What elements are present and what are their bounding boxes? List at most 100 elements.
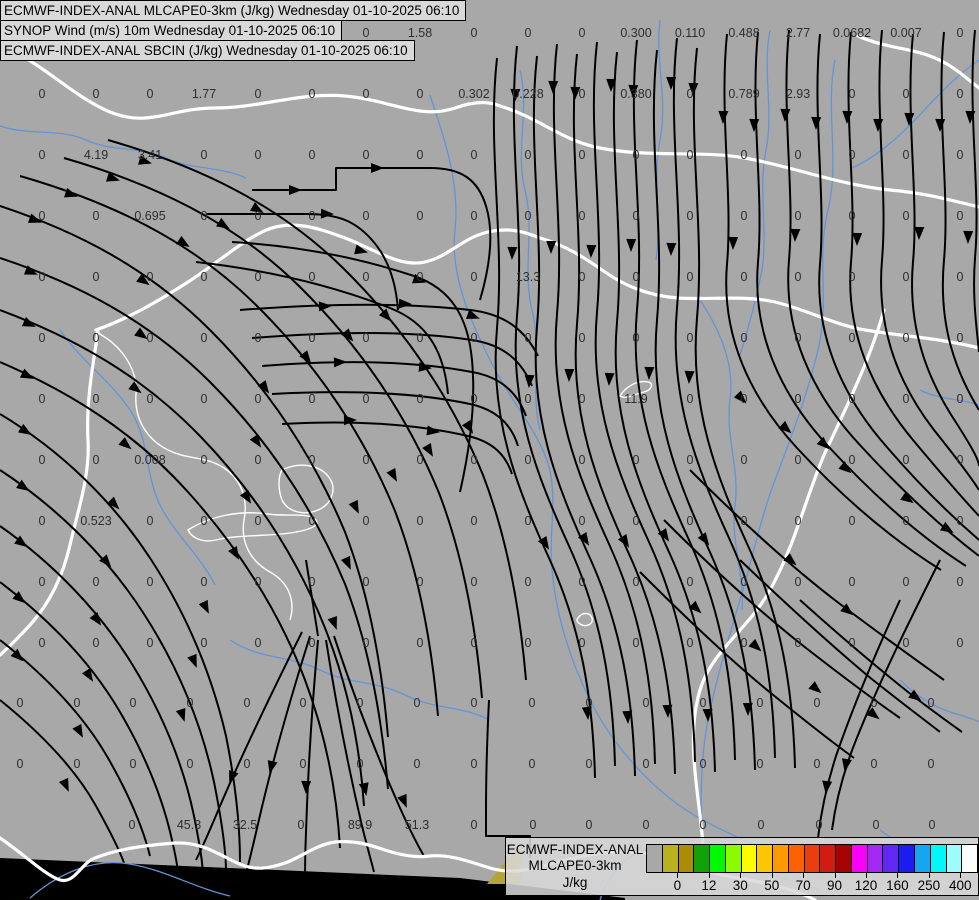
station-value: 0	[578, 514, 586, 528]
wind-arrowhead	[866, 707, 880, 720]
station-value: 0.488	[728, 26, 760, 40]
station-value: 0.008	[134, 453, 166, 467]
station-value: 0	[578, 453, 586, 467]
station-value: 51.3	[404, 818, 430, 832]
station-value: 13.3	[515, 270, 541, 284]
station-value: 0	[299, 757, 307, 771]
legend-tick-label: 12	[701, 878, 717, 893]
station-value: 0	[813, 696, 821, 710]
wind-streamlines-layer	[0, 29, 979, 879]
wind-arrowhead	[749, 118, 760, 132]
station-value: 0	[470, 514, 478, 528]
wind-arrowhead	[249, 434, 262, 448]
station-value: 0	[524, 26, 532, 40]
wind-arrowhead	[617, 534, 630, 548]
station-value: 0	[632, 575, 640, 589]
wind-arrowhead	[778, 420, 792, 434]
station-value: 0	[38, 575, 46, 589]
wind-arrowhead	[900, 491, 914, 504]
wind-arrowhead	[289, 185, 302, 195]
legend-tick-label: 160	[886, 878, 909, 893]
legend-color-cell	[820, 845, 837, 872]
legend-tick-label: 50	[764, 878, 780, 893]
station-value: 0	[254, 636, 262, 650]
wind-streamline	[663, 519, 901, 719]
wind-arrowhead	[72, 723, 83, 738]
station-value: 0	[92, 331, 100, 345]
station-value: 0	[254, 148, 262, 162]
wind-streamline	[0, 525, 204, 879]
wind-arrows-layer	[10, 76, 976, 808]
station-value: 0	[186, 757, 194, 771]
wind-arrowhead	[914, 226, 925, 240]
station-value: 0.228	[512, 87, 544, 101]
wind-arrowhead	[358, 782, 369, 796]
wind-arrowhead	[348, 499, 359, 514]
station-value: 0	[146, 514, 154, 528]
station-value: 0	[73, 757, 81, 771]
station-value: 0	[740, 575, 748, 589]
station-value: 0	[146, 575, 154, 589]
station-value: 0	[38, 209, 46, 223]
station-value: 0	[632, 453, 640, 467]
station-value: 0	[848, 636, 856, 650]
wind-arrowhead	[546, 240, 557, 254]
station-value: 89.9	[347, 818, 373, 832]
wind-streamline	[692, 47, 796, 769]
wind-arrowhead	[175, 707, 186, 722]
wind-arrowhead	[816, 436, 830, 450]
wind-arrowhead	[12, 591, 26, 604]
station-value: 0	[128, 818, 136, 832]
wind-arrowhead	[507, 246, 518, 260]
station-value: 0	[585, 757, 593, 771]
wind-arrowhead	[811, 116, 822, 130]
station-value: 0	[794, 453, 802, 467]
station-value: 0	[848, 87, 856, 101]
station-value: 0	[200, 392, 208, 406]
wind-streamline	[532, 55, 636, 777]
legend-tick-label: 30	[732, 878, 748, 893]
station-value: 0	[757, 818, 765, 832]
station-value: 0.302	[458, 87, 490, 101]
wind-arrowhead	[386, 467, 397, 482]
wind-streamline	[492, 57, 596, 779]
legend-tick	[771, 872, 773, 878]
station-value: 1.77	[191, 87, 217, 101]
station-value: 0	[362, 453, 370, 467]
wind-streamline	[572, 53, 676, 775]
wind-streamline	[632, 39, 736, 761]
legend-color-cell	[694, 845, 711, 872]
wind-arrowhead	[341, 328, 354, 342]
wind-arrowhead	[198, 599, 209, 614]
wind-arrowhead	[808, 681, 822, 694]
station-value: 0	[642, 696, 650, 710]
station-value: 0	[200, 270, 208, 284]
station-value: 0	[129, 696, 137, 710]
legend-color-cell	[962, 845, 978, 872]
river	[919, 389, 979, 406]
station-value: 0	[200, 636, 208, 650]
station-value: 0	[146, 392, 154, 406]
station-value: 0	[524, 331, 532, 345]
station-value: 0	[740, 209, 748, 223]
wind-arrowhead	[27, 213, 42, 223]
wind-streamline	[816, 33, 979, 541]
station-value: 0	[902, 148, 910, 162]
station-value: 0.380	[620, 87, 652, 101]
country-border	[498, 104, 979, 209]
legend-color-cell	[899, 845, 916, 872]
wind-arrowhead	[873, 118, 884, 132]
station-value: 0	[902, 392, 910, 406]
wind-streamline	[0, 361, 341, 849]
station-value: 0	[686, 209, 694, 223]
station-value: 0	[686, 575, 694, 589]
station-value: 0	[794, 636, 802, 650]
wind-arrowhead	[852, 232, 863, 246]
station-value: 0	[902, 575, 910, 589]
station-value: 0	[848, 575, 856, 589]
station-value: 0.0682	[832, 26, 872, 40]
country-border	[691, 308, 886, 872]
wind-streamline	[333, 635, 425, 857]
legend-color-cell	[788, 845, 805, 872]
